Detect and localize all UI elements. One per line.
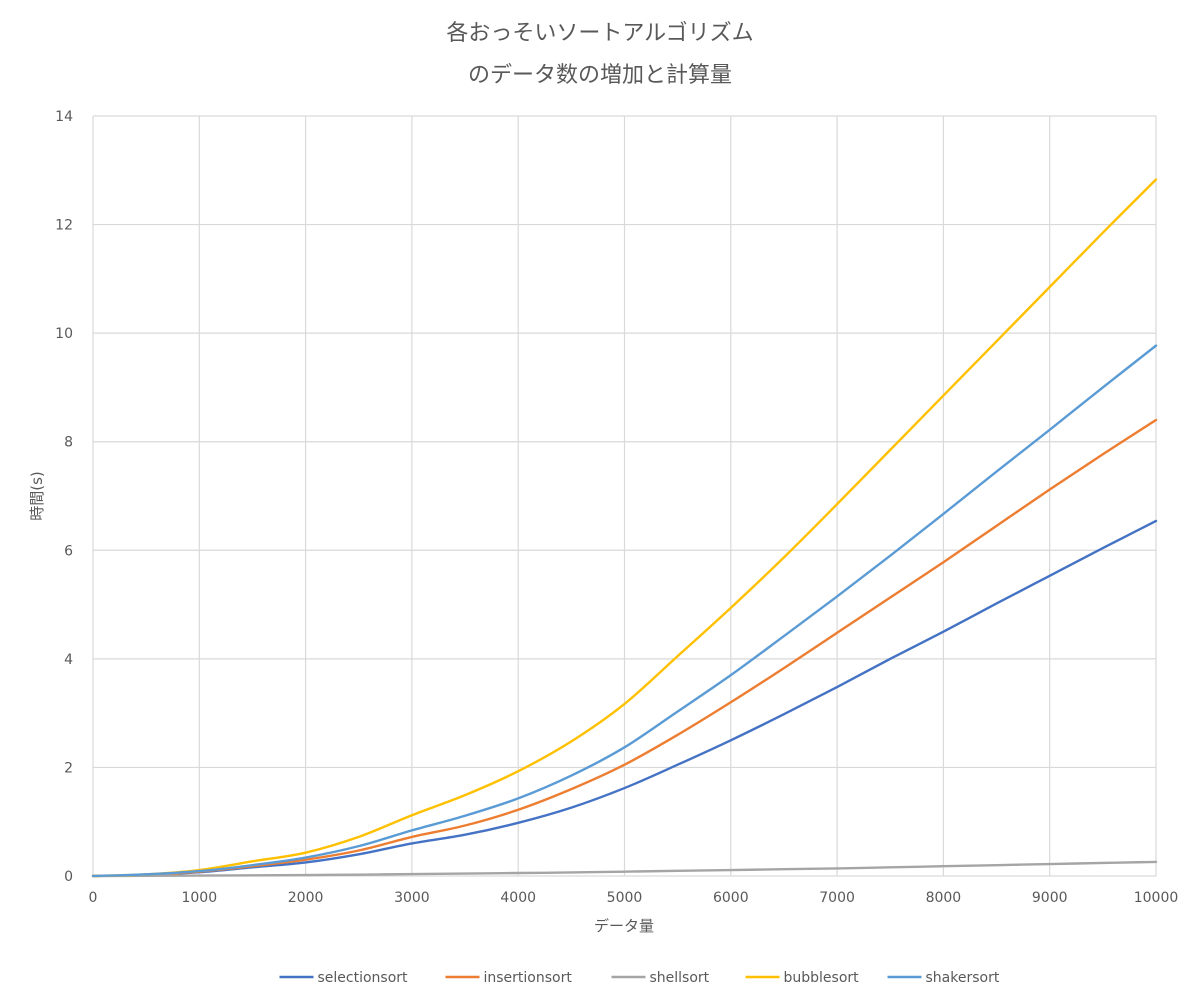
series-line-shellsort	[91, 860, 1158, 878]
x-tick-label: 5000	[607, 890, 643, 906]
legend: selectionsort insertionsort shellsort bubbl…	[279, 970, 1000, 986]
legend-label-selectionsort: selectionsort	[318, 970, 409, 986]
legend-label-shellsort: shellsort	[650, 970, 710, 986]
chart-title-line-1: 各おっそいソートアルゴリズム	[446, 21, 753, 46]
grid	[92, 115, 1157, 877]
x-tick-label: 10000	[1134, 890, 1179, 906]
y-tick-label: 10	[55, 326, 73, 342]
x-tick-label: 6000	[713, 890, 749, 906]
y-tick-label: 12	[55, 218, 73, 234]
x-tick-label: 8000	[926, 890, 962, 906]
series-line-shakersort	[91, 344, 1158, 878]
x-tick-label: 4000	[500, 890, 536, 906]
series-lines	[91, 178, 1158, 878]
x-tick-label: 7000	[819, 890, 855, 906]
series-line-selectionsort	[91, 519, 1158, 878]
series-line-insertionsort	[91, 418, 1158, 878]
x-axis-title: データ量	[594, 917, 654, 935]
legend-label-shakersort: shakersort	[926, 970, 1000, 986]
y-tick-label: 6	[64, 543, 73, 559]
series-line-bubblesort	[91, 178, 1158, 878]
x-tick-label: 9000	[1032, 890, 1068, 906]
x-tick-label: 3000	[394, 890, 430, 906]
x-tick-label: 2000	[288, 890, 324, 906]
y-tick-label: 0	[64, 869, 73, 885]
x-axis-ticks: 0 1000 2000 3000 4000 5000 6000 7000 8000 9000 100…	[89, 890, 1179, 906]
legend-label-insertionsort: insertionsort	[484, 970, 573, 986]
chart-title: 各おっそいソートアルゴリズム のデータ数の増加と計算量	[446, 21, 753, 88]
x-tick-label: 1000	[181, 890, 217, 906]
legend-label-bubblesort: bubblesort	[784, 970, 860, 986]
x-tick-label: 0	[89, 890, 98, 906]
chart-title-line-2: のデータ数の増加と計算量	[468, 63, 732, 88]
y-axis-ticks: 0 2 4 6 8 10 12 14	[55, 109, 73, 885]
y-tick-label: 2	[64, 760, 73, 776]
y-tick-label: 4	[64, 652, 73, 668]
y-tick-label: 8	[64, 435, 73, 451]
y-tick-label: 14	[55, 109, 73, 125]
y-axis-title: 時間(s)	[28, 471, 46, 521]
